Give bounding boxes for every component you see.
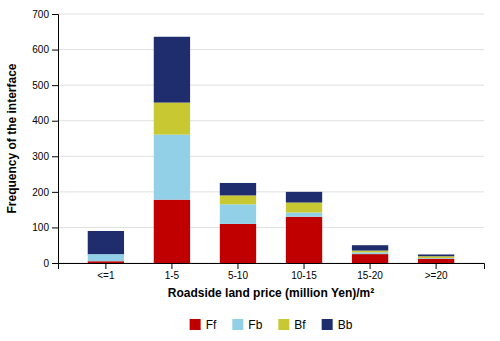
legend-label: Bf — [294, 318, 306, 332]
tick-mark — [237, 263, 238, 269]
tick-label: 1-5 — [165, 270, 180, 281]
legend: Ff Fb Bf Bb — [190, 318, 353, 332]
grid-line — [58, 156, 484, 157]
bar — [352, 254, 388, 263]
legend-swatch — [278, 319, 289, 330]
y-axis-title: Frequency of the interface — [5, 63, 19, 213]
axis-line — [59, 264, 485, 270]
bar — [286, 212, 322, 216]
tick: <=1 — [97, 263, 115, 281]
tick-mark — [171, 263, 172, 269]
legend-swatch — [232, 319, 243, 330]
bar — [154, 103, 190, 135]
grid — [58, 14, 484, 263]
tick-mark — [52, 227, 58, 228]
bar — [352, 245, 388, 250]
tick-mark — [52, 85, 58, 86]
tick-label: 100 — [32, 222, 49, 233]
bar — [286, 203, 322, 213]
tick-label: 0 — [43, 258, 49, 269]
bar — [418, 254, 454, 256]
legend-item: Bf — [278, 318, 306, 332]
tick-mark — [304, 263, 305, 269]
grid-line — [58, 14, 484, 15]
bar — [154, 200, 190, 263]
bar — [220, 195, 256, 204]
bars — [88, 37, 455, 263]
tick-label: 15-20 — [357, 270, 383, 281]
tick-mark — [105, 263, 106, 269]
tick: 0 — [43, 258, 58, 269]
tick: 10-15 — [291, 263, 317, 281]
bar — [154, 135, 190, 200]
tick-label: 300 — [32, 151, 49, 162]
bar — [88, 231, 124, 254]
tick-label: 400 — [32, 115, 49, 126]
tick-mark — [52, 192, 58, 193]
x-axis-title: Roadside land price (million Yen)/m² — [168, 286, 374, 300]
tick: 700 — [32, 9, 58, 20]
tick-label: 500 — [32, 80, 49, 91]
legend-item: Bb — [322, 318, 353, 332]
grid-line — [58, 191, 484, 192]
legend-item: Ff — [190, 318, 217, 332]
series — [88, 37, 455, 256]
tick-label: 200 — [32, 187, 49, 198]
tick-label: <=1 — [97, 270, 115, 281]
tick-mark — [52, 263, 58, 264]
grid-line — [58, 120, 484, 121]
bar — [352, 252, 388, 254]
bar — [220, 183, 256, 195]
y-axis: 0 100 200 300 400 500 600 700 — [32, 9, 58, 269]
tick-mark — [52, 121, 58, 122]
bar — [88, 254, 124, 261]
tick-mark — [370, 263, 371, 269]
series — [88, 135, 455, 262]
tick-mark — [52, 156, 58, 157]
tick-mark — [52, 50, 58, 51]
grid-line — [58, 49, 484, 50]
tick-label: 10-15 — [291, 270, 317, 281]
series — [154, 103, 455, 258]
legend-swatch — [322, 319, 333, 330]
axis-line — [52, 15, 59, 264]
grid-line — [58, 85, 484, 86]
bar — [220, 224, 256, 263]
bar — [286, 192, 322, 203]
bar — [286, 217, 322, 263]
bar — [220, 204, 256, 224]
bar — [418, 259, 454, 263]
grid-line — [58, 227, 484, 228]
tick: >=20 — [425, 263, 448, 281]
tick: 100 — [32, 222, 58, 233]
bar — [88, 261, 124, 263]
bar — [418, 256, 454, 258]
tick: 5-10 — [228, 263, 248, 281]
bar — [352, 251, 388, 253]
tick-label: 600 — [32, 44, 49, 55]
tick-mark — [52, 14, 58, 15]
tick-label: 700 — [32, 9, 49, 20]
tick-mark — [436, 263, 437, 269]
tick: 200 — [32, 187, 58, 198]
legend-label: Bb — [338, 318, 353, 332]
series — [88, 200, 455, 263]
tick: 1-5 — [165, 263, 180, 281]
tick: 400 — [32, 115, 58, 126]
legend-item: Fb — [232, 318, 262, 332]
tick-label: 5-10 — [228, 270, 248, 281]
tick-label: >=20 — [425, 270, 448, 281]
tick: 500 — [32, 80, 58, 91]
bar — [154, 37, 190, 103]
tick: 600 — [32, 44, 58, 55]
tick: 300 — [32, 151, 58, 162]
legend-swatch — [190, 319, 201, 330]
plot: <=1 1-5 5-10 10-15 15-20 >=20 0 100 200 300 400 500… — [5, 9, 485, 300]
x-axis: <=1 1-5 5-10 10-15 15-20 >=20 — [59, 263, 485, 281]
chart: <=1 1-5 5-10 10-15 15-20 >=20 0 100 200 300 400 500… — [0, 0, 500, 341]
legend-label: Fb — [248, 318, 262, 332]
legend-label: Ff — [206, 318, 217, 332]
tick: 15-20 — [357, 263, 383, 281]
